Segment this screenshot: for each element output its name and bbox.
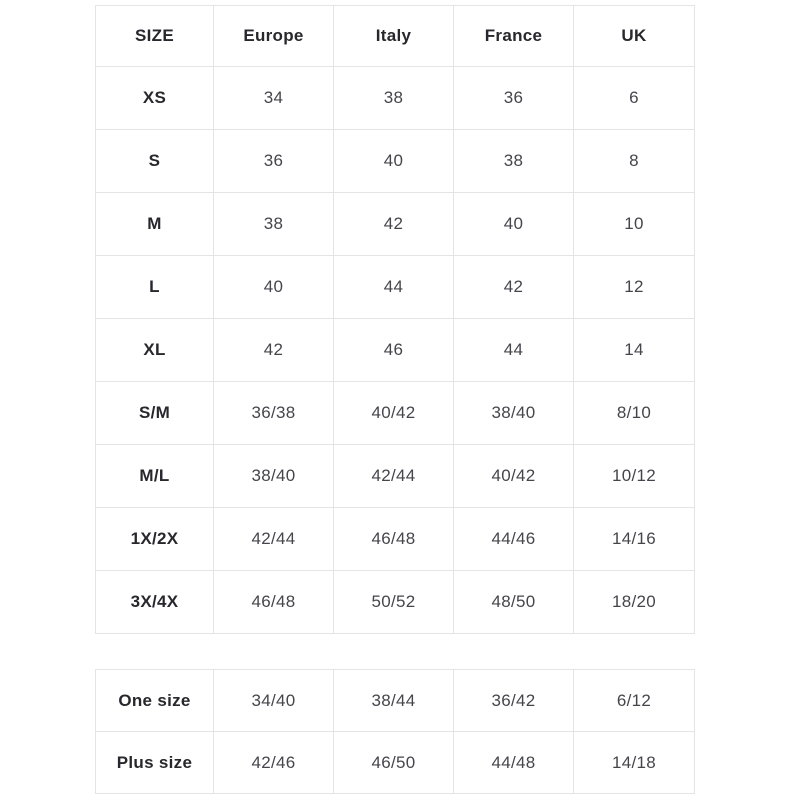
header-cell-uk: UK <box>573 5 695 67</box>
size-label-cell: One size <box>95 669 214 732</box>
size-label-cell: Plus size <box>95 731 214 794</box>
size-value-cell: 42/44 <box>333 444 454 508</box>
size-value-cell: 8/10 <box>573 381 695 445</box>
size-value-cell: 38/44 <box>333 669 454 732</box>
size-value-cell: 8 <box>573 129 695 193</box>
table-row: XS 34 38 36 6 <box>95 66 695 130</box>
size-value-cell: 40/42 <box>333 381 454 445</box>
size-value-cell: 14 <box>573 318 695 382</box>
table-row: L 40 44 42 12 <box>95 255 695 319</box>
size-value-cell: 14/16 <box>573 507 695 571</box>
table-row: M/L 38/40 42/44 40/42 10/12 <box>95 444 695 508</box>
size-label-cell: 3X/4X <box>95 570 214 634</box>
size-value-cell: 40 <box>333 129 454 193</box>
size-label-cell: M/L <box>95 444 214 508</box>
table-row: 3X/4X 46/48 50/52 48/50 18/20 <box>95 570 695 634</box>
size-value-cell: 36/42 <box>453 669 574 732</box>
size-value-cell: 36 <box>213 129 334 193</box>
size-value-cell: 42 <box>453 255 574 319</box>
size-value-cell: 6 <box>573 66 695 130</box>
size-value-cell: 34/40 <box>213 669 334 732</box>
size-value-cell: 14/18 <box>573 731 695 794</box>
size-value-cell: 42/46 <box>213 731 334 794</box>
size-value-cell: 34 <box>213 66 334 130</box>
size-value-cell: 44/46 <box>453 507 574 571</box>
size-value-cell: 40 <box>213 255 334 319</box>
header-cell-france: France <box>453 5 574 67</box>
size-value-cell: 18/20 <box>573 570 695 634</box>
size-value-cell: 48/50 <box>453 570 574 634</box>
size-value-cell: 38 <box>213 192 334 256</box>
size-value-cell: 42 <box>333 192 454 256</box>
size-value-cell: 6/12 <box>573 669 695 732</box>
size-value-cell: 36/38 <box>213 381 334 445</box>
size-value-cell: 12 <box>573 255 695 319</box>
size-value-cell: 46/50 <box>333 731 454 794</box>
size-value-cell: 10 <box>573 192 695 256</box>
table-row: 1X/2X 42/44 46/48 44/46 14/16 <box>95 507 695 571</box>
size-value-cell: 10/12 <box>573 444 695 508</box>
size-label-cell: XS <box>95 66 214 130</box>
size-label-cell: M <box>95 192 214 256</box>
table-row: M 38 42 40 10 <box>95 192 695 256</box>
size-value-cell: 38/40 <box>213 444 334 508</box>
size-label-cell: 1X/2X <box>95 507 214 571</box>
size-value-cell: 38 <box>333 66 454 130</box>
size-value-cell: 44 <box>453 318 574 382</box>
size-label-cell: S/M <box>95 381 214 445</box>
header-cell-size: SIZE <box>95 5 214 67</box>
table-row: S/M 36/38 40/42 38/40 8/10 <box>95 381 695 445</box>
size-value-cell: 44/48 <box>453 731 574 794</box>
size-value-cell: 40/42 <box>453 444 574 508</box>
size-value-cell: 46/48 <box>213 570 334 634</box>
size-conversion-table: SIZE Europe Italy France UK XS 34 38 36 … <box>95 5 695 634</box>
size-value-cell: 36 <box>453 66 574 130</box>
size-value-cell: 46/48 <box>333 507 454 571</box>
size-value-cell: 44 <box>333 255 454 319</box>
size-label-cell: S <box>95 129 214 193</box>
size-value-cell: 42 <box>213 318 334 382</box>
size-value-cell: 38/40 <box>453 381 574 445</box>
size-value-cell: 42/44 <box>213 507 334 571</box>
header-cell-europe: Europe <box>213 5 334 67</box>
table-row: One size 34/40 38/44 36/42 6/12 <box>95 669 695 732</box>
table-row: S 36 40 38 8 <box>95 129 695 193</box>
size-label-cell: L <box>95 255 214 319</box>
table-row: XL 42 46 44 14 <box>95 318 695 382</box>
header-cell-italy: Italy <box>333 5 454 67</box>
size-value-cell: 50/52 <box>333 570 454 634</box>
special-sizes-table: One size 34/40 38/44 36/42 6/12 Plus siz… <box>95 669 695 794</box>
size-value-cell: 38 <box>453 129 574 193</box>
size-value-cell: 46 <box>333 318 454 382</box>
table-row: Plus size 42/46 46/50 44/48 14/18 <box>95 731 695 794</box>
size-value-cell: 40 <box>453 192 574 256</box>
table-header-row: SIZE Europe Italy France UK <box>95 5 695 67</box>
size-label-cell: XL <box>95 318 214 382</box>
